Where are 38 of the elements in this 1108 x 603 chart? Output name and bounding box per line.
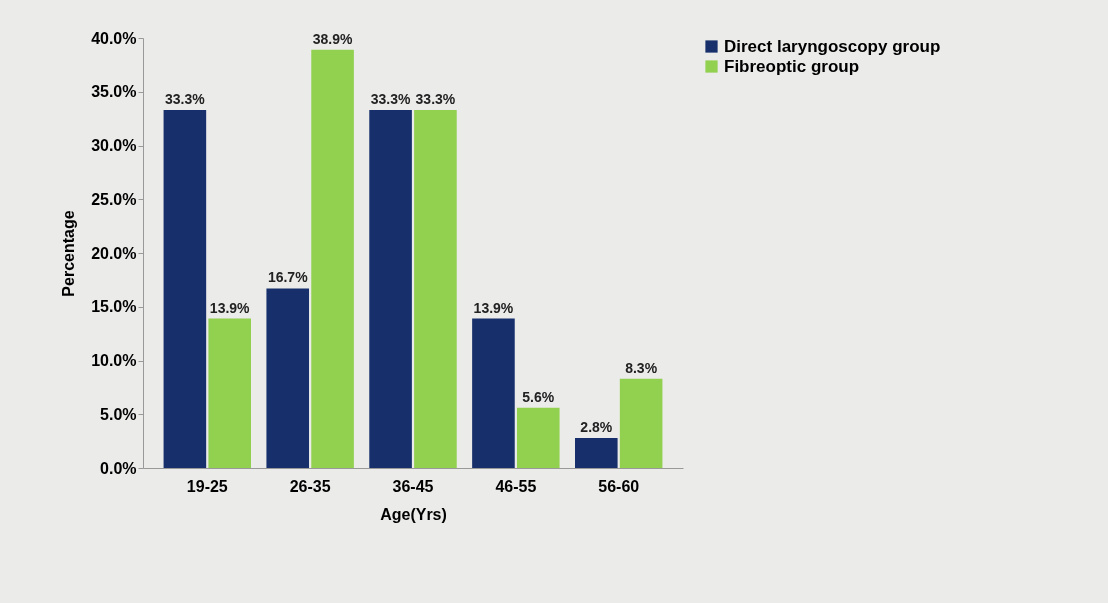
y-tick-label: 0.0% bbox=[100, 459, 137, 477]
data-label: 8.3% bbox=[625, 359, 658, 376]
legend-label: Fibreoptic group bbox=[724, 56, 860, 76]
y-tick-label: 10.0% bbox=[91, 352, 137, 369]
y-tick-label: 15.0% bbox=[91, 298, 137, 316]
bar bbox=[575, 437, 618, 468]
legend-label: Direct laryngoscopy group bbox=[724, 36, 941, 56]
data-label: 5.6% bbox=[522, 388, 555, 405]
data-label: 2.8% bbox=[580, 418, 613, 435]
bar bbox=[619, 378, 663, 468]
y-tick-label: 35.0% bbox=[91, 83, 137, 101]
data-label: 16.7% bbox=[267, 269, 309, 286]
bar bbox=[369, 110, 412, 468]
data-label: 33.3% bbox=[415, 91, 456, 108]
bar bbox=[266, 288, 310, 468]
y-tick-label: 5.0% bbox=[100, 405, 137, 423]
bar bbox=[414, 110, 457, 468]
data-label: 13.9% bbox=[209, 299, 251, 316]
x-tick-label: 26-35 bbox=[289, 477, 331, 495]
y-tick-label: 40.0% bbox=[91, 29, 137, 47]
bar bbox=[472, 318, 515, 468]
bar bbox=[311, 49, 354, 468]
x-tick-label: 19-25 bbox=[186, 477, 228, 495]
x-tick-label: 46-55 bbox=[495, 477, 537, 495]
bar bbox=[516, 407, 560, 468]
data-label: 13.9% bbox=[473, 299, 514, 316]
y-axis-title: Percentage bbox=[60, 210, 78, 297]
data-label: 33.3% bbox=[370, 91, 411, 108]
data-label: 33.3% bbox=[165, 91, 206, 108]
x-tick-label: 56-60 bbox=[598, 477, 640, 495]
y-tick-label: 20.0% bbox=[91, 244, 137, 262]
x-tick-label: 36-45 bbox=[392, 477, 434, 495]
bar bbox=[208, 318, 251, 468]
y-tick-label: 25.0% bbox=[91, 190, 137, 208]
x-axis-title: Age(Yrs) bbox=[380, 505, 447, 523]
y-tick-label: 30.0% bbox=[91, 137, 137, 154]
bar bbox=[163, 110, 207, 468]
data-label: 38.9% bbox=[312, 30, 353, 47]
